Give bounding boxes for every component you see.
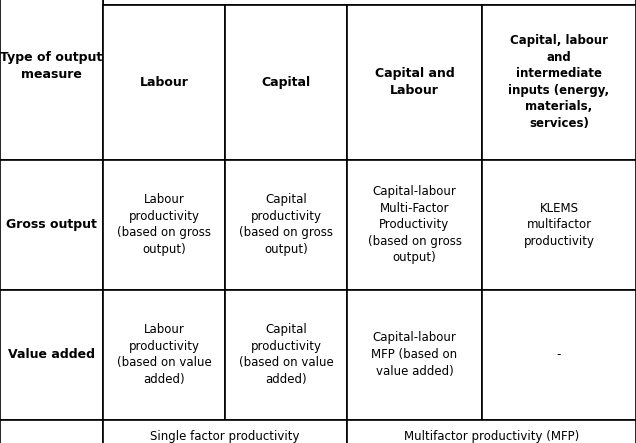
Bar <box>103 0 636 4</box>
Bar <box>0 289 103 420</box>
Text: Type of output
measure: Type of output measure <box>1 51 102 81</box>
Bar <box>347 4 482 159</box>
Bar <box>103 4 225 159</box>
Text: -: - <box>556 348 561 361</box>
Text: Capital and
Labour: Capital and Labour <box>375 67 454 97</box>
Bar <box>103 159 225 289</box>
Text: Capital
productivity
(based on gross
output): Capital productivity (based on gross out… <box>239 193 333 256</box>
Text: Capital: Capital <box>261 75 310 89</box>
Bar <box>482 289 636 420</box>
Bar <box>0 0 103 159</box>
Text: Capital
productivity
(based on value
added): Capital productivity (based on value add… <box>238 323 333 386</box>
Text: Single factor productivity
measures: Single factor productivity measures <box>150 430 300 443</box>
Text: Labour
productivity
(based on gross
output): Labour productivity (based on gross outp… <box>117 193 211 256</box>
Text: Value added: Value added <box>8 348 95 361</box>
Bar <box>103 289 225 420</box>
Bar <box>0 159 103 289</box>
Text: KLEMS
multifactor
productivity: KLEMS multifactor productivity <box>523 202 595 248</box>
Bar <box>482 4 636 159</box>
Bar <box>225 289 347 420</box>
Bar <box>0 420 103 443</box>
Bar <box>0 0 103 4</box>
Bar <box>103 420 347 443</box>
Text: Capital-labour
MFP (based on
value added): Capital-labour MFP (based on value added… <box>371 331 457 377</box>
Bar <box>482 159 636 289</box>
Text: Gross output: Gross output <box>6 218 97 231</box>
Text: Capital-labour
Multi-Factor
Productivity
(based on gross
output): Capital-labour Multi-Factor Productivity… <box>368 185 462 264</box>
Text: Capital, labour
and
intermediate
inputs (energy,
materials,
services): Capital, labour and intermediate inputs … <box>508 34 609 130</box>
Text: Labour
productivity
(based on value
added): Labour productivity (based on value adde… <box>116 323 211 386</box>
Bar <box>347 289 482 420</box>
Bar <box>225 4 347 159</box>
Bar <box>347 159 482 289</box>
Bar <box>225 159 347 289</box>
Text: Labour: Labour <box>139 75 188 89</box>
Text: Multifactor productivity (MFP)
measures: Multifactor productivity (MFP) measures <box>404 430 579 443</box>
Bar <box>347 420 636 443</box>
